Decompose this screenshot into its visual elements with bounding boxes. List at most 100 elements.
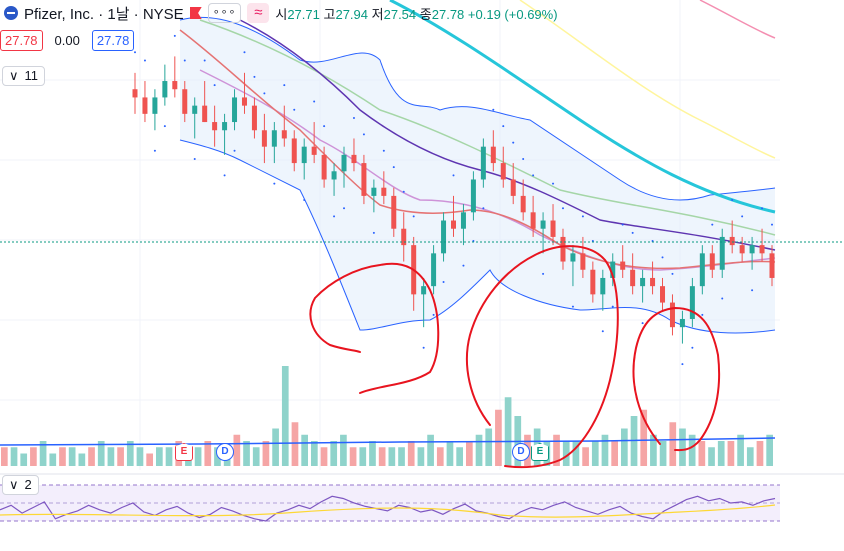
candle — [480, 138, 486, 188]
candle — [152, 89, 158, 131]
candle — [580, 236, 586, 278]
candle — [759, 228, 765, 262]
candle — [490, 130, 496, 172]
indicator-count: 11 — [24, 68, 39, 83]
candle — [689, 277, 695, 328]
candle — [570, 245, 576, 287]
psar-dot — [183, 59, 186, 62]
volume-bar — [475, 434, 483, 466]
psar-dot — [462, 264, 465, 267]
candle — [321, 146, 327, 188]
candle — [291, 130, 297, 172]
bollinger-lower — [179, 139, 776, 334]
volume-bar — [117, 447, 124, 466]
candle — [301, 138, 307, 180]
compare-icon[interactable]: ≈ — [247, 3, 270, 23]
psar-dot — [621, 223, 624, 226]
parabolic-sar — [134, 34, 773, 366]
psar-dot — [273, 182, 276, 185]
ma-purple — [239, 19, 776, 251]
volume-bar — [621, 428, 628, 466]
spread-value: 0.00 — [54, 33, 80, 48]
symbol-title[interactable]: Pfizer, Inc. · 1날 · NYSE — [24, 5, 184, 23]
psar-dot — [283, 84, 286, 87]
psar-dot — [233, 149, 236, 152]
psar-dot — [482, 207, 485, 210]
bollinger-upper — [179, 16, 776, 201]
candle — [451, 195, 456, 237]
volume-bar — [591, 441, 599, 466]
candle — [281, 105, 287, 147]
candle — [212, 105, 218, 147]
volume-bar — [330, 441, 338, 466]
volume-bar — [407, 441, 415, 466]
candle — [679, 310, 685, 344]
candle — [729, 220, 735, 254]
volume-bar — [650, 434, 657, 466]
psar-dot — [243, 51, 246, 54]
volume-bar — [1, 447, 8, 466]
candle — [241, 72, 247, 114]
volume-bar — [320, 447, 328, 466]
volume-bar — [679, 428, 686, 466]
change-value: +0.19 (+0.69%) — [467, 6, 558, 22]
volume-bar — [485, 428, 493, 466]
candle — [600, 269, 606, 311]
candle — [550, 204, 556, 246]
earnings-marker[interactable]: E — [175, 443, 193, 461]
dividend-marker[interactable]: D — [512, 443, 530, 461]
volume-bar — [456, 447, 463, 466]
volume-bar — [640, 409, 648, 466]
volume-bar — [165, 447, 173, 466]
candle — [431, 245, 437, 295]
candle — [739, 236, 745, 262]
candle — [331, 163, 337, 196]
open-value: 27.71 — [287, 6, 320, 22]
volume-bar — [340, 434, 347, 466]
symbol-logo-icon[interactable] — [4, 6, 18, 20]
indicator-toggle[interactable]: ∨ 11 — [2, 66, 46, 86]
candle — [520, 179, 526, 221]
volume-bar — [466, 441, 473, 466]
psar-dot — [691, 346, 694, 349]
candle — [660, 277, 666, 311]
psar-dot — [552, 182, 555, 185]
volume-bar — [88, 447, 95, 466]
candle — [650, 261, 656, 295]
flag-icon[interactable] — [189, 7, 202, 19]
ma-yellow — [519, 0, 776, 159]
candle — [699, 245, 705, 295]
volume-bar — [146, 453, 153, 466]
psar-dot — [561, 207, 564, 210]
volume-bar — [659, 441, 667, 466]
candle — [232, 89, 238, 131]
earnings-marker[interactable]: E — [531, 443, 549, 461]
psar-dot — [263, 92, 266, 95]
candle — [470, 171, 476, 221]
buy-price-box[interactable]: 27.78 — [91, 30, 135, 51]
candle — [182, 81, 188, 123]
rsi-toggle[interactable]: ∨ 2 — [2, 475, 39, 495]
volume-bar — [756, 441, 764, 466]
more-options-button[interactable]: ∘∘∘ — [207, 3, 242, 23]
psar-dot — [701, 313, 704, 316]
psar-dot — [631, 231, 634, 234]
psar-dot — [522, 157, 525, 160]
volume-bar — [417, 447, 425, 466]
psar-dot — [502, 125, 505, 128]
candle — [381, 171, 387, 205]
candle — [401, 212, 407, 262]
volume-bar — [136, 447, 144, 466]
psar-dot — [761, 207, 764, 210]
volume-bar — [311, 441, 318, 466]
psar-dot — [581, 215, 584, 218]
volume-bar — [107, 447, 115, 466]
volume-bar — [194, 447, 202, 466]
volume-bar — [126, 441, 134, 466]
sell-price-box[interactable]: 27.78 — [0, 30, 43, 51]
candle — [271, 122, 277, 164]
psar-dot — [293, 108, 296, 111]
dividend-marker[interactable]: D — [216, 443, 234, 461]
rsi-ma — [0, 504, 776, 518]
